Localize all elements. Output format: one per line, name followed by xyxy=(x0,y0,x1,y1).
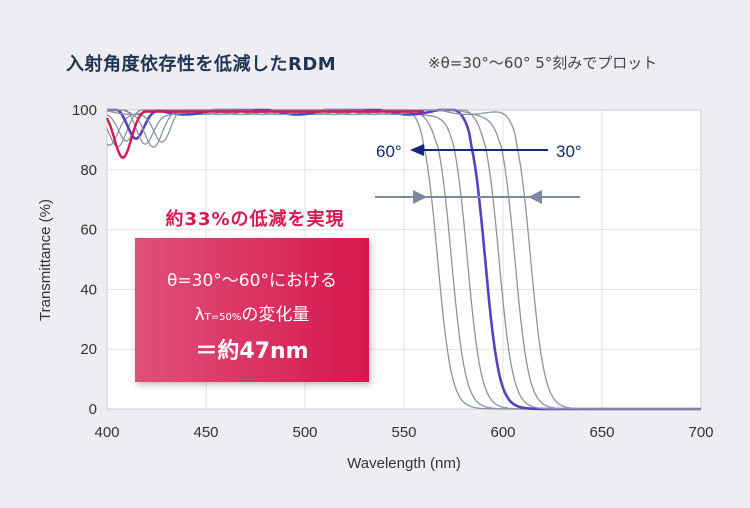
series-line-30deg xyxy=(106,109,701,410)
chart-title: 入射角度依存性を低減したRDM xyxy=(66,54,337,75)
callout-line2: λT=50%の変化量 xyxy=(135,300,369,325)
x-tick-label: 550 xyxy=(391,424,416,441)
y-tick-labels: 0 20 40 60 80 100 xyxy=(72,102,97,418)
x-tick-labels: 400 450 500 550 600 650 700 xyxy=(94,424,713,441)
x-tick-label: 400 xyxy=(94,424,119,441)
y-tick-label: 60 xyxy=(80,222,97,239)
y-tick-label: 0 xyxy=(89,401,97,418)
callout-line3: ＝約47nm xyxy=(195,339,309,364)
range-arrowhead-left xyxy=(413,190,427,204)
lambda-subscript: T=50% xyxy=(204,312,242,323)
range-arrowhead-right xyxy=(528,190,542,204)
lambda-symbol: λ xyxy=(194,305,205,325)
x-axis-label: Wavelength (nm) xyxy=(347,455,461,472)
angle-arrowhead xyxy=(410,144,424,156)
angle-start-label: 60° xyxy=(376,142,402,161)
y-tick-label: 20 xyxy=(80,341,97,358)
callout-line1: θ=30°〜60°における xyxy=(167,271,337,291)
x-tick-label: 700 xyxy=(688,424,713,441)
range-arrows xyxy=(375,190,580,204)
y-tick-label: 40 xyxy=(80,281,97,298)
x-tick-label: 450 xyxy=(193,424,218,441)
series-line-reference-red xyxy=(105,110,424,160)
y-tick-label: 100 xyxy=(72,102,97,119)
angle-arrow xyxy=(410,144,548,156)
y-axis-label: Transmittance (%) xyxy=(37,199,54,321)
callout-title: 約33%の低減を実現 xyxy=(165,209,345,230)
plot-note: ※θ=30°〜60° 5°刻みでプロット xyxy=(428,54,658,72)
x-tick-label: 650 xyxy=(589,424,614,441)
series-group xyxy=(105,108,701,411)
callout-line2-suffix: の変化量 xyxy=(241,305,310,325)
callout-box: θ=30°〜60°における λT=50%の変化量 ＝約47nm xyxy=(135,238,369,382)
y-tick-label: 80 xyxy=(80,162,97,179)
angle-end-label: 30° xyxy=(556,142,582,161)
x-tick-label: 600 xyxy=(490,424,515,441)
x-tick-label: 500 xyxy=(292,424,317,441)
